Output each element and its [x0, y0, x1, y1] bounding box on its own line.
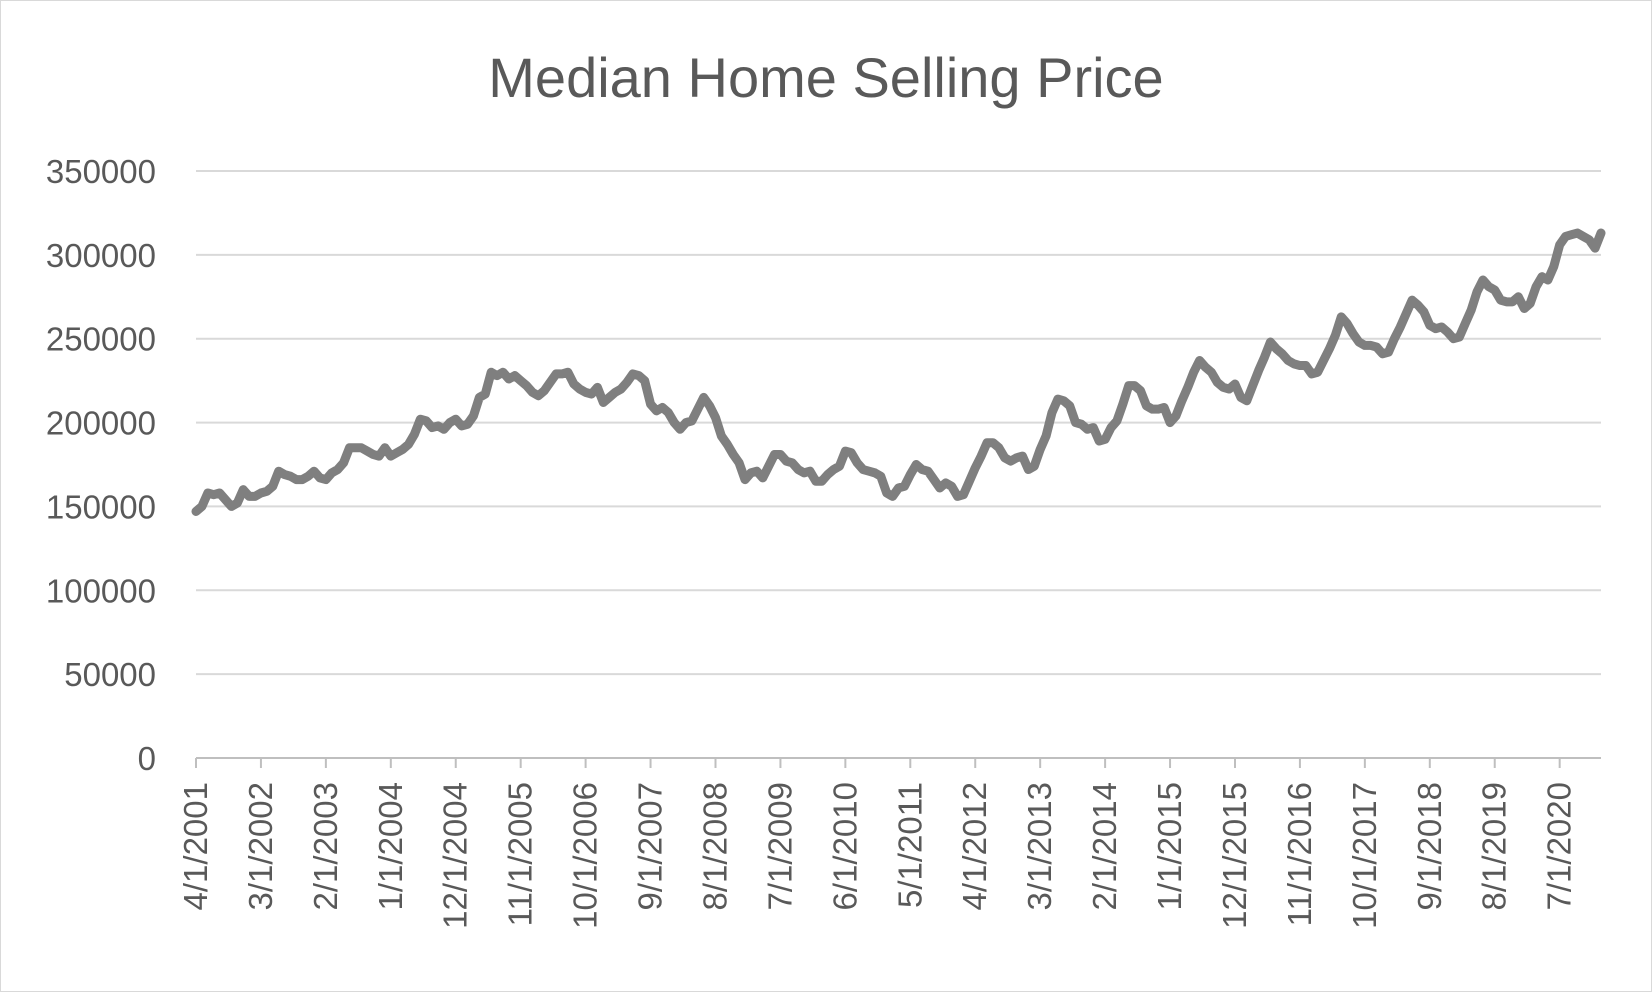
x-tick-label: 7/1/2009: [761, 782, 798, 910]
y-tick-label-100000: 100000: [46, 572, 156, 609]
x-tick-label: 4/1/2001: [177, 782, 214, 910]
x-tick-label: 9/1/2018: [1411, 782, 1448, 910]
x-tick-label: 1/1/2004: [372, 782, 409, 910]
x-tick-label: 3/1/2013: [1021, 782, 1058, 910]
y-axis-tick-labels: 0 50000 100000 150000 200000 250000 300000 3500…: [46, 153, 156, 777]
x-tick-label: 10/1/2006: [567, 782, 604, 929]
x-tick-label: 6/1/2010: [826, 782, 863, 910]
series-line-median-price: [191, 228, 1606, 516]
x-tick-label: 8/1/2008: [696, 782, 733, 910]
chart-title: Median Home Selling Price: [488, 46, 1163, 109]
x-tick-label: 8/1/2019: [1476, 782, 1513, 910]
x-tick-label: 2/1/2003: [307, 782, 344, 910]
y-tick-label-350000: 350000: [46, 153, 156, 190]
x-tick-label: 11/1/2016: [1281, 782, 1318, 926]
y-tick-label-250000: 250000: [46, 321, 156, 358]
x-axis-ticks: 4/1/2001 3/1/2002 2/1/2003 1/1/2004 12/1/200…: [177, 758, 1578, 929]
x-tick-label: 2/1/2014: [1086, 782, 1123, 910]
x-tick-label: 9/1/2007: [632, 782, 669, 910]
x-tick-label: 3/1/2002: [242, 782, 279, 910]
gridlines: [196, 170, 1601, 676]
x-tick-label: 12/1/2015: [1216, 782, 1253, 929]
x-tick-label: 1/1/2015: [1151, 782, 1188, 910]
x-tick-label: 7/1/2020: [1541, 782, 1578, 910]
x-tick-label: 11/1/2005: [502, 782, 539, 926]
x-tick-label: 12/1/2004: [437, 782, 474, 929]
y-tick-label-150000: 150000: [46, 488, 156, 525]
y-tick-label-0: 0: [138, 740, 156, 777]
x-tick-label: 10/1/2017: [1346, 782, 1383, 929]
x-tick-label: 4/1/2012: [956, 782, 993, 910]
y-tick-label-50000: 50000: [64, 656, 156, 693]
y-tick-label-300000: 300000: [46, 237, 156, 274]
x-tick-label: 5/1/2011: [891, 782, 928, 908]
y-tick-label-200000: 200000: [46, 405, 156, 442]
